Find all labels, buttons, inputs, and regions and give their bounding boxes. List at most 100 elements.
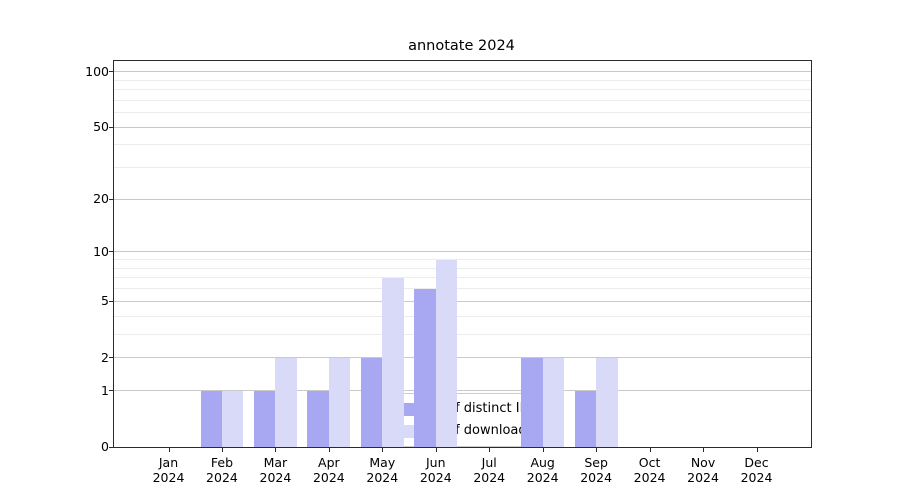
- x-tick-label: Apr 2024: [297, 455, 361, 485]
- gridline-major: [114, 300, 811, 302]
- bar-distinct-ips: [360, 357, 383, 447]
- x-tick-year: 2024: [473, 470, 506, 485]
- chart-title: annotate 2024: [408, 38, 515, 54]
- gridline-minor: [114, 259, 811, 261]
- gridline-minor: [114, 267, 811, 269]
- bar-distinct-ips: [574, 390, 597, 447]
- gridline-major: [114, 357, 811, 359]
- x-tick-month: Mar: [263, 455, 288, 470]
- gridline-major: [114, 251, 811, 253]
- plot-area: Nb of distinct IPs Nb of downloads Jan 202…: [85, 60, 812, 485]
- y-tick: [109, 126, 114, 128]
- x-tick-month: Feb: [210, 455, 234, 470]
- gridline-minor: [114, 79, 811, 81]
- x-tick-label: May 2024: [350, 455, 414, 485]
- x-tick: [275, 447, 277, 452]
- y-tick: [109, 251, 114, 253]
- bar-distinct-ips: [200, 390, 222, 447]
- y-tick-label: 5: [101, 293, 109, 309]
- x-tick-year: 2024: [687, 470, 719, 485]
- x-tick: [328, 447, 330, 452]
- x-tick-label: Dec 2024: [725, 455, 789, 485]
- bar-downloads: [382, 277, 404, 447]
- gridline-minor: [114, 144, 811, 146]
- x-tick-month: May: [369, 455, 396, 470]
- x-tick-year: 2024: [580, 470, 613, 485]
- y-tick: [109, 357, 114, 359]
- x-tick-label: Sep 2024: [564, 455, 628, 485]
- x-tick: [489, 447, 491, 452]
- bar-distinct-ips: [414, 288, 436, 447]
- x-tick-label: Jul 2024: [457, 455, 521, 485]
- y-tick-label: 20: [93, 191, 109, 207]
- x-tick: [756, 447, 758, 452]
- gridline-major: [114, 198, 811, 200]
- x-tick-year: 2024: [206, 470, 238, 485]
- bar-downloads: [328, 357, 351, 447]
- bar-downloads: [542, 357, 565, 447]
- x-tick-label: Nov 2024: [671, 455, 735, 485]
- gridline-major: [114, 71, 811, 73]
- x-tick-label: Aug 2024: [511, 455, 575, 485]
- x-tick-year: 2024: [740, 470, 773, 485]
- y-tick: [109, 300, 114, 302]
- x-tick: [649, 447, 651, 452]
- bar-downloads: [221, 390, 244, 447]
- bar-downloads: [596, 357, 618, 447]
- bar-distinct-ips: [307, 390, 329, 447]
- x-tick-label: Feb 2024: [190, 455, 254, 485]
- x-tick: [703, 447, 705, 452]
- x-tick-label: Mar 2024: [243, 455, 307, 485]
- y-tick: [109, 390, 114, 392]
- x-tick-month: Sep: [584, 455, 608, 470]
- x-tick: [168, 447, 170, 452]
- x-tick-label: Oct 2024: [618, 455, 682, 485]
- gridline-major: [114, 390, 811, 392]
- x-tick-year: 2024: [259, 470, 292, 485]
- bar-distinct-ips: [254, 390, 276, 447]
- y-tick-label: 10: [93, 243, 109, 259]
- gridline-minor: [114, 99, 811, 101]
- x-tick-month: Jun: [426, 455, 446, 470]
- x-tick: [542, 447, 544, 452]
- x-tick-month: Dec: [744, 455, 769, 470]
- x-tick-year: 2024: [419, 470, 452, 485]
- x-tick-month: Jul: [481, 455, 497, 470]
- gridline-minor: [114, 315, 811, 317]
- y-tick-label: 1: [101, 382, 109, 398]
- x-tick-year: 2024: [312, 470, 345, 485]
- x-tick-month: Nov: [690, 455, 716, 470]
- bar-distinct-ips: [521, 357, 543, 447]
- gridline-minor: [114, 89, 811, 90]
- gridline-minor: [114, 167, 811, 169]
- x-tick: [221, 447, 223, 452]
- gridline-minor: [114, 112, 811, 114]
- x-tick-year: 2024: [526, 470, 559, 485]
- gridline-major: [114, 126, 811, 128]
- legend-item: Nb of distinct IPs: [386, 399, 534, 419]
- x-tick-month: Aug: [530, 455, 555, 470]
- gridline-minor: [114, 333, 811, 335]
- y-tick: [109, 71, 114, 73]
- bar-downloads: [435, 259, 458, 447]
- gridline-minor: [114, 288, 811, 290]
- x-tick-month: Oct: [638, 455, 661, 470]
- y-tick: [109, 446, 114, 448]
- y-tick-label: 50: [93, 119, 109, 135]
- y-tick-label: 2: [101, 349, 109, 365]
- x-tick: [596, 447, 598, 452]
- y-tick-label: 100: [85, 63, 109, 79]
- x-tick-year: 2024: [633, 470, 666, 485]
- gridline-minor: [114, 277, 811, 279]
- x-tick: [382, 447, 384, 452]
- x-tick: [435, 447, 437, 452]
- bar-downloads: [275, 357, 297, 447]
- x-tick-label: Jan 2024: [137, 455, 201, 485]
- y-tick-label: 0: [101, 439, 109, 454]
- x-tick-year: 2024: [152, 470, 185, 485]
- x-tick-year: 2024: [366, 470, 399, 485]
- x-tick-month: Apr: [318, 455, 340, 470]
- x-tick-month: Jan: [158, 455, 179, 470]
- y-tick: [109, 198, 114, 200]
